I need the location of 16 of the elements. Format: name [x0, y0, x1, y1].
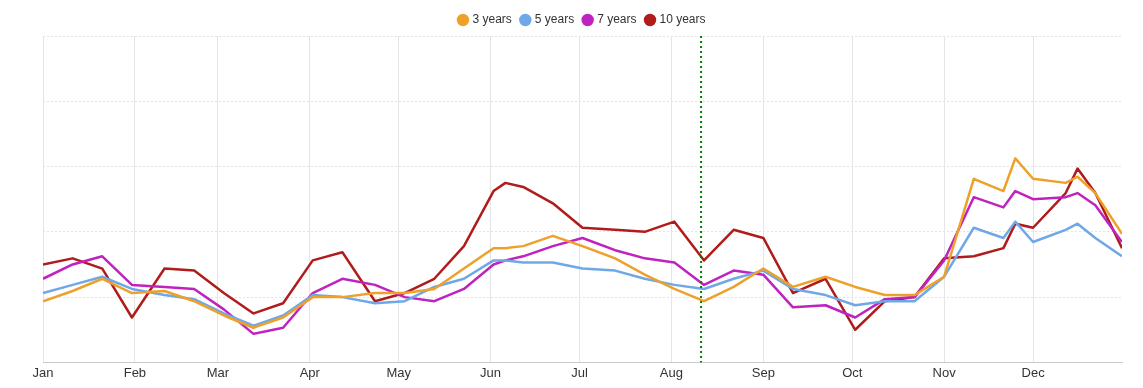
legend-label: 7 years: [597, 12, 637, 27]
x-tick-label: Nov: [932, 364, 957, 380]
x-tick-label: Apr: [299, 364, 321, 380]
x-tick-label: Aug: [659, 364, 683, 380]
x-tick-label: Oct: [842, 364, 863, 380]
x-tick-label: Feb: [123, 364, 147, 380]
x-tick-label: Dec: [1021, 364, 1046, 380]
x-tick-label: Mar: [206, 364, 230, 380]
x-tick-label: Jun: [480, 364, 502, 380]
x-tick-label: Jul: [571, 364, 588, 380]
legend-label: 3 years: [472, 12, 512, 27]
legend-label: 10 years: [659, 12, 706, 27]
x-tick-label: Sep: [751, 364, 775, 380]
legend-label: 5 years: [534, 12, 575, 27]
x-tick-label: Jan: [32, 364, 54, 380]
x-tick-label: May: [386, 364, 412, 380]
